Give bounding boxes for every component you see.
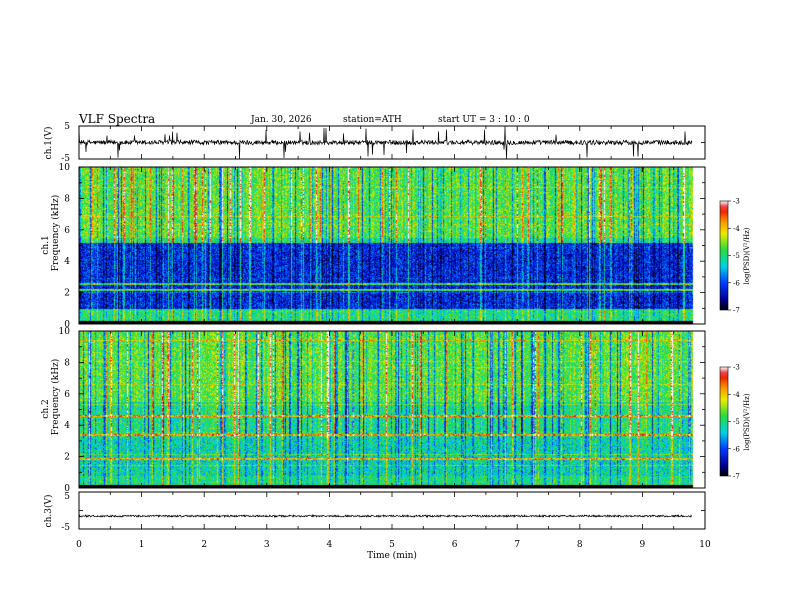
ch1-frequency-axis-label: Frequency (kHz) <box>50 195 61 272</box>
colorbar-tick-label: -7 <box>733 473 740 481</box>
date-label: Jan. 30, 2026 <box>250 115 312 125</box>
ch2-frequency-tick-labels: 0 2 4 6 8 10 <box>59 327 71 494</box>
ch3-ylabel: ch.3(V) <box>43 495 54 528</box>
time-tick-label: 8 <box>577 540 583 550</box>
ch2-spectrogram-image <box>79 331 705 488</box>
colorbar-tick-label: -7 <box>733 307 740 315</box>
frequency-tick-label: 0 <box>64 484 70 494</box>
ch2-colorbar-ticks: -3 -4 -5 -6 -7 <box>728 364 740 481</box>
time-tick-label: 0 <box>76 540 82 550</box>
ch1-spectrogram-ticks <box>78 166 706 325</box>
start-time-label: start UT = 3 : 10 : 0 <box>438 115 530 125</box>
ch2-frequency-axis-label: Frequency (kHz) <box>50 359 61 436</box>
frequency-tick-label: 4 <box>64 257 70 267</box>
colorbar-tick-label: -5 <box>733 252 740 260</box>
time-tick-label: 10 <box>699 540 711 550</box>
ch3-ytick-top: 5 <box>64 492 70 502</box>
time-tick-label: 9 <box>640 540 646 550</box>
ch3-frame <box>78 491 706 530</box>
time-tick-label: 1 <box>139 540 145 550</box>
ch2-spectrogram-channel-label: ch.2 <box>41 399 51 418</box>
time-tick-label: 4 <box>327 540 333 550</box>
frequency-tick-label: 8 <box>64 358 70 368</box>
ch3-x-ticks <box>78 491 706 530</box>
frequency-tick-label: 10 <box>59 163 71 173</box>
ch1-spectrogram-channel-label: ch.1 <box>41 235 51 254</box>
time-tick-label: 6 <box>452 540 458 550</box>
ch3-waveform-panel: 5 -5 ch.3(V) <box>43 491 706 533</box>
colorbar-tick-label: -5 <box>733 418 740 426</box>
ch3-ytick-bottom: -5 <box>61 523 70 533</box>
ch1-ytick-top: 5 <box>64 122 70 132</box>
time-tick-label: 7 <box>514 540 520 550</box>
time-axis-tick-labels: 0 1 2 3 4 5 6 7 8 9 10 <box>76 540 711 550</box>
colorbar-tick-label: -4 <box>733 391 740 399</box>
frequency-tick-label: 4 <box>64 421 70 431</box>
waveform-line <box>78 126 693 159</box>
ch1-colorbar-ticks: -3 -4 -5 -6 -7 <box>728 198 740 315</box>
frequency-tick-label: 6 <box>64 226 70 236</box>
ch1-waveform-trace <box>78 126 693 159</box>
colorbar-tick-label: -6 <box>733 445 740 453</box>
time-tick-label: 5 <box>389 540 395 550</box>
frequency-tick-label: 10 <box>59 327 71 337</box>
time-axis-label: Time (min) <box>367 550 417 561</box>
ch1-x-ticks <box>78 125 706 160</box>
station-label: station=ATH <box>343 115 402 125</box>
figure-title: VLF Spectra <box>78 112 155 126</box>
ch2-colorbar <box>720 367 728 476</box>
frequency-tick-label: 0 <box>64 320 70 330</box>
ch1-ytick-bottom: -5 <box>61 154 70 164</box>
colorbar-tick-label: -6 <box>733 279 740 287</box>
ch3-waveform-trace <box>78 513 693 519</box>
ch2-spectrogram-ticks <box>78 330 706 489</box>
waveform-line <box>78 513 693 519</box>
time-tick-label: 2 <box>201 540 207 550</box>
time-tick-label: 3 <box>264 540 270 550</box>
ch1-ylabel: ch.1(V) <box>43 127 54 160</box>
frequency-tick-label: 6 <box>64 390 70 400</box>
ch1-colorbar-label: log(PSD)(V²/Hz) <box>743 227 751 284</box>
ch1-colorbar <box>720 201 728 310</box>
colorbar-tick-label: -3 <box>733 198 740 206</box>
colorbar-tick-label: -3 <box>733 364 740 372</box>
frequency-tick-label: 8 <box>64 194 70 204</box>
ch1-spectrogram-image <box>79 167 705 324</box>
ch1-frequency-tick-labels: 0 2 4 6 8 10 <box>59 163 71 330</box>
frequency-tick-label: 2 <box>64 289 70 299</box>
ch2-colorbar-label: log(PSD)(V²/Hz) <box>743 393 751 450</box>
ch1-waveform-panel: 5 -5 ch.1(V) <box>43 122 706 164</box>
colorbar-tick-label: -4 <box>733 225 740 233</box>
frequency-tick-label: 2 <box>64 453 70 463</box>
